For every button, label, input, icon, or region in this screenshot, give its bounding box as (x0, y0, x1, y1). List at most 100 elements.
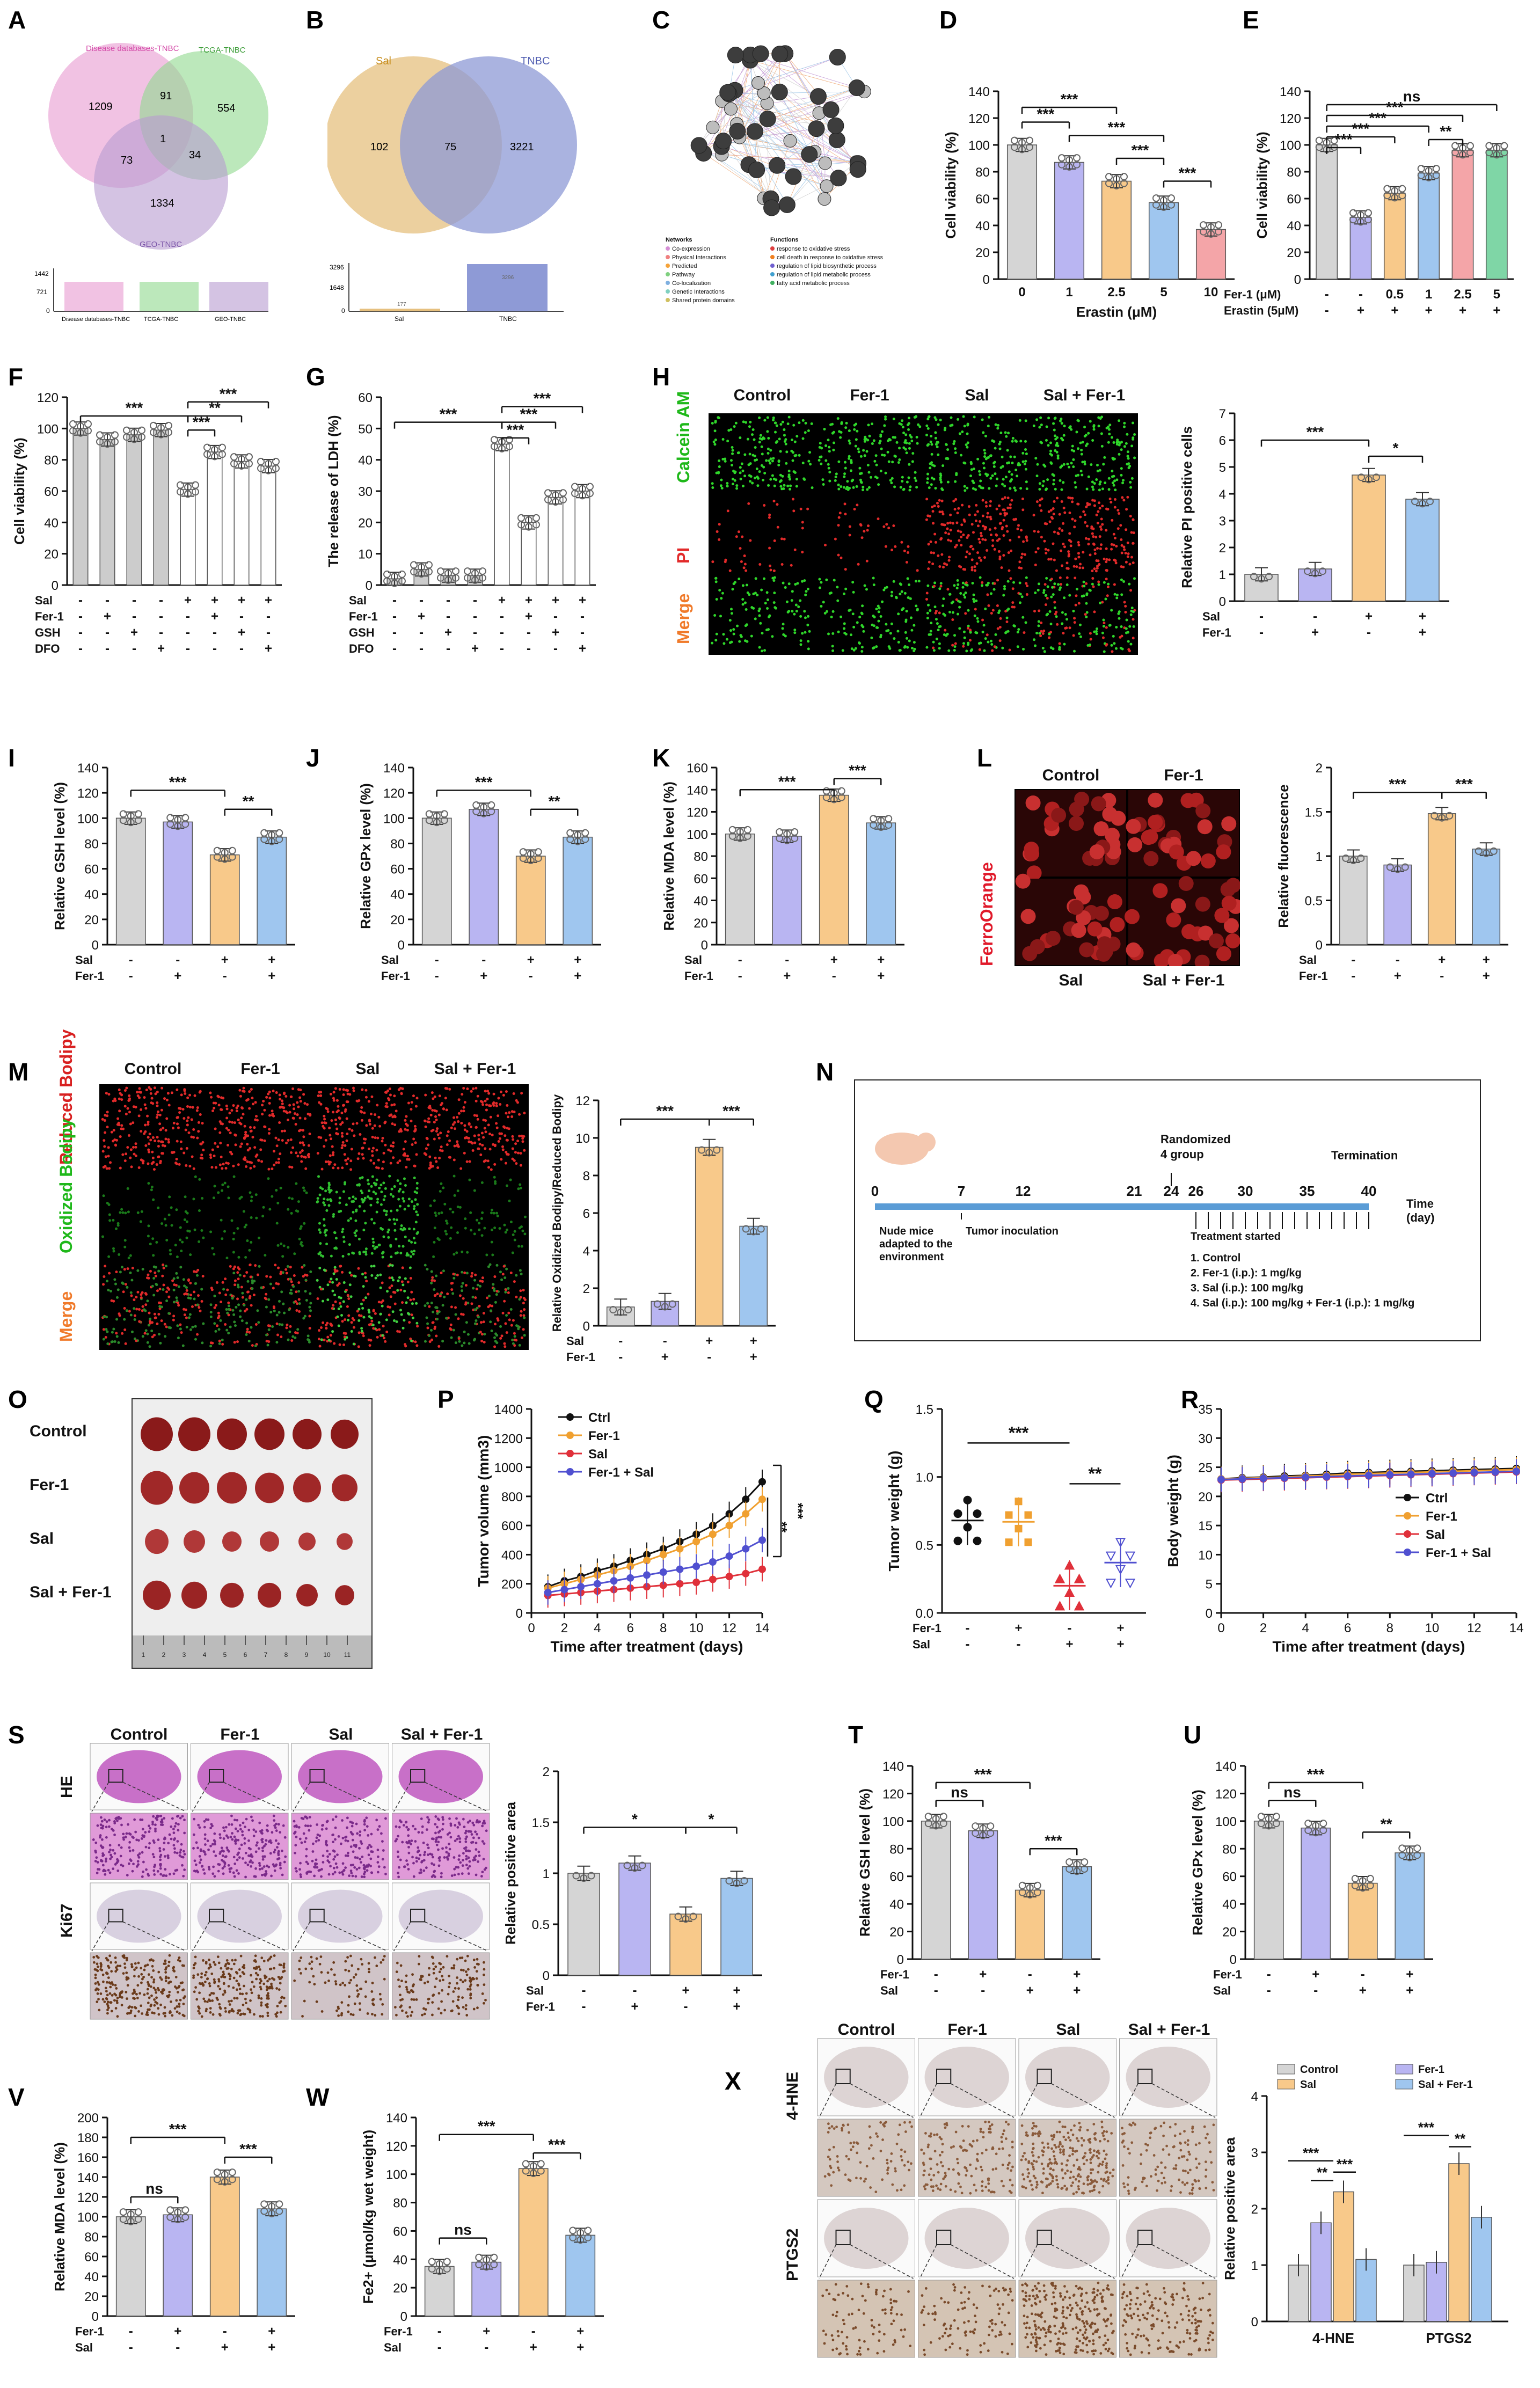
svg-text:Functions: Functions (770, 237, 799, 243)
svg-text:60: 60 (358, 391, 373, 405)
y-axis-label: Relative GPx level (%) (1189, 1790, 1206, 1936)
svg-text:***: *** (1009, 1423, 1029, 1442)
svg-text:80: 80 (390, 837, 405, 851)
svg-text:100: 100 (1280, 138, 1301, 153)
tumor (217, 1418, 247, 1450)
svg-text:+: + (527, 953, 535, 967)
svg-text:-: - (419, 625, 424, 640)
tissue-section (824, 2208, 909, 2269)
column-label: Control (110, 1726, 168, 1743)
svg-text:***: *** (475, 773, 493, 790)
bar (567, 1873, 600, 1976)
data-point (963, 1495, 972, 1505)
bar (725, 834, 755, 945)
data-point (676, 1580, 684, 1588)
data-point (692, 1538, 700, 1545)
svg-text:+: + (1026, 1983, 1034, 1998)
data-point (1217, 1476, 1225, 1484)
svg-text:20: 20 (694, 916, 708, 931)
svg-text:1.0: 1.0 (916, 1471, 933, 1485)
svg-text:-: - (437, 2340, 442, 2355)
svg-text:140: 140 (77, 761, 99, 776)
tissue-section (398, 1750, 483, 1803)
bar (695, 1146, 724, 1326)
svg-text:15: 15 (1198, 1519, 1213, 1533)
svg-text:200: 200 (501, 1578, 523, 1592)
data-point (610, 1577, 618, 1585)
svg-text:10: 10 (575, 1131, 590, 1146)
svg-text:+: + (661, 1350, 669, 1364)
panel-label-c: C (652, 6, 670, 34)
svg-text:0: 0 (1230, 1953, 1237, 1967)
svg-text:-: - (186, 641, 190, 656)
row-label: Ki67 (58, 1903, 76, 1938)
svg-text:120: 120 (1215, 1787, 1237, 1801)
bar (421, 817, 452, 945)
timeline-bar (875, 1203, 1369, 1210)
svg-text:0: 0 (398, 938, 405, 953)
bar (1195, 229, 1227, 280)
svg-text:*: * (1393, 440, 1399, 456)
svg-text:-: - (1313, 609, 1317, 624)
venn-a-set-1: Disease databases-TNBC (86, 44, 179, 53)
svg-text:4: 4 (583, 1244, 590, 1259)
tumor (258, 1582, 281, 1608)
tumor (293, 1473, 321, 1503)
data-point (659, 1551, 667, 1559)
svg-text:-: - (1351, 953, 1355, 967)
svg-text:-: - (159, 593, 163, 608)
svg-text:1.5: 1.5 (1305, 806, 1323, 820)
svg-text:-: - (473, 593, 477, 608)
svg-text:Sal: Sal (566, 1334, 584, 1348)
data-point (1280, 1474, 1288, 1482)
column-label: Control (837, 2021, 895, 2039)
svg-text:-: - (633, 1983, 637, 1998)
svg-text:-: - (132, 641, 136, 656)
svg-text:-: - (78, 593, 83, 608)
svg-text:3296: 3296 (330, 264, 344, 271)
svg-text:30: 30 (358, 485, 373, 499)
svg-text:10: 10 (1425, 1621, 1440, 1635)
svg-text:-: - (1068, 1621, 1072, 1635)
data-point (1064, 1560, 1075, 1570)
svg-text:+: + (574, 953, 581, 967)
svg-text:*: * (632, 1811, 638, 1828)
svg-text:**: ** (549, 793, 560, 809)
svg-text:-: - (1367, 625, 1371, 640)
network-node (785, 168, 802, 185)
bar (1310, 2222, 1332, 2322)
svg-text:+: + (480, 969, 487, 983)
svg-text:+: + (552, 625, 559, 640)
y-axis-label: Cell viability (%) (943, 132, 959, 238)
svg-text:60: 60 (393, 2224, 407, 2239)
svg-text:***: *** (656, 1102, 674, 1119)
ruler-tick: 10 (323, 1651, 331, 1659)
svg-text:91: 91 (160, 90, 172, 102)
svg-text:12: 12 (575, 1094, 590, 1108)
svg-text:-: - (1028, 1967, 1032, 1982)
row-label: Fer-1 (30, 1476, 69, 1494)
svg-text:+: + (444, 625, 452, 640)
network-node (706, 120, 720, 134)
x-axis-label: Time after treatment (days) (1273, 1638, 1465, 1655)
data-point (758, 1536, 766, 1544)
svg-text:-: - (582, 1983, 586, 1998)
svg-text:20: 20 (393, 2281, 407, 2296)
bar (563, 836, 593, 945)
svg-text:40: 40 (84, 2270, 99, 2284)
svg-text:+: + (1406, 1983, 1413, 1998)
bar (1062, 1866, 1092, 1960)
svg-text:0: 0 (701, 938, 708, 953)
svg-text:-: - (473, 625, 477, 640)
ruler-tick: 1 (142, 1651, 145, 1659)
svg-text:***: *** (126, 399, 143, 416)
svg-text:40: 40 (694, 894, 708, 909)
network-node (729, 122, 746, 140)
svg-text:-: - (1396, 953, 1400, 967)
svg-text:80: 80 (889, 1842, 904, 1857)
svg-text:0: 0 (400, 2310, 407, 2324)
svg-text:100: 100 (386, 2168, 407, 2182)
data-point (758, 1478, 766, 1486)
svg-text:+: + (877, 953, 885, 967)
svg-text:-: - (176, 953, 180, 967)
